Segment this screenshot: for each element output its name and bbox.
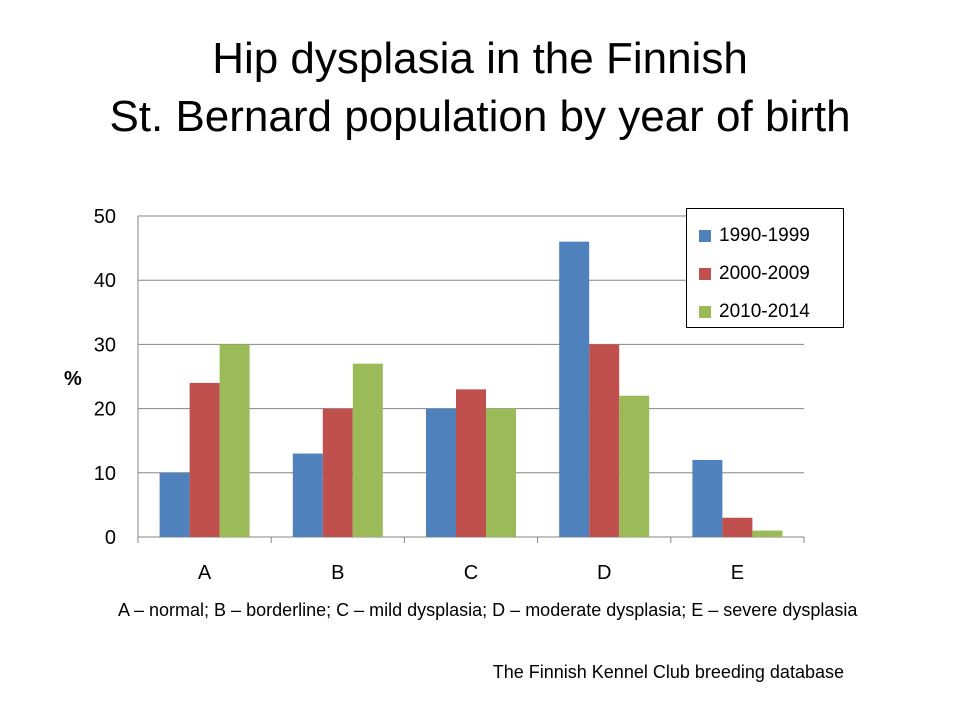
bar-d-2010-2014 — [619, 395, 650, 537]
bar-a-2010-2014 — [219, 344, 250, 537]
grade-caption: A – normal; B – borderline; C – mild dys… — [118, 600, 858, 620]
bar-b-2000-2009 — [322, 408, 353, 537]
bar-c-1990-1999 — [426, 408, 456, 537]
bar-d-1990-1999 — [559, 241, 590, 537]
bar-d-2000-2009 — [589, 344, 620, 537]
y-tick-label: 10 — [94, 463, 116, 485]
legend-swatch — [699, 306, 711, 318]
legend-swatch — [699, 230, 711, 242]
bar-e-2000-2009 — [722, 517, 753, 537]
bar-a-1990-1999 — [159, 472, 190, 537]
bar-chart: 0 10 20 30 40 50 A B C D E — [94, 206, 805, 584]
bar-b-2010-2014 — [352, 363, 383, 537]
bar-e-1990-1999 — [692, 459, 723, 537]
x-tick-label: C — [464, 562, 478, 584]
bar-a-2000-2009 — [189, 382, 220, 537]
x-tick-label: D — [597, 562, 611, 584]
y-tick-label: 0 — [105, 527, 116, 549]
legend-swatch — [699, 268, 711, 280]
legend-item-2010-2014: 2010-2014 — [699, 301, 810, 323]
y-tick-label: 50 — [94, 206, 116, 228]
x-tick-label: B — [331, 562, 344, 584]
bar-c-2000-2009 — [456, 389, 486, 537]
source-note: The Finnish Kennel Club breeding databas… — [492, 662, 844, 682]
title-line-1: Hip dysplasia in the Finnish — [212, 34, 748, 83]
chart-legend: 1990-1999 2000-2009 2010-2014 — [686, 208, 844, 328]
slide-title: Hip dysplasia in the Finnish St. Bernard… — [0, 30, 960, 146]
legend-label: 2010-2014 — [719, 301, 810, 322]
bar-c-2010-2014 — [486, 408, 516, 537]
y-tick-label: 20 — [94, 399, 116, 421]
x-tick-label: E — [731, 562, 744, 584]
bar-e-2010-2014 — [752, 530, 783, 537]
bar-b-1990-1999 — [292, 453, 323, 537]
y-tick-label: 30 — [94, 334, 116, 356]
legend-item-1990-1999: 1990-1999 — [699, 225, 810, 247]
title-line-2: St. Bernard population by year of birth — [109, 92, 851, 141]
y-axis-label: % — [64, 368, 82, 390]
legend-label: 2000-2009 — [719, 263, 810, 284]
x-tick-label: A — [198, 562, 212, 584]
legend-label: 1990-1999 — [719, 225, 810, 246]
legend-item-2000-2009: 2000-2009 — [699, 263, 810, 285]
y-tick-label: 40 — [94, 270, 116, 292]
